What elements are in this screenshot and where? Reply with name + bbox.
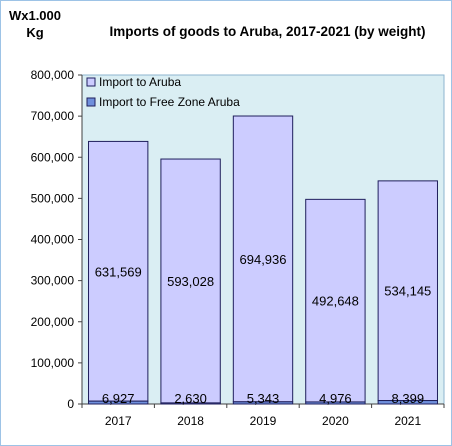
data-label-import-free-zone: 4,976 <box>319 391 352 406</box>
bar-import-aruba <box>377 180 438 402</box>
bar-import-aruba <box>232 115 294 403</box>
x-tick-label: 2018 <box>177 414 204 428</box>
data-label-import-aruba: 631,569 <box>95 264 142 279</box>
bar-import-free-zone <box>305 401 366 405</box>
data-label-import-free-zone: 5,343 <box>247 391 280 406</box>
bar-import-aruba <box>305 198 366 403</box>
y-tick-label: 400,000 <box>31 233 75 247</box>
y-unit-line2: Kg <box>26 25 44 40</box>
data-label-import-aruba: 593,028 <box>167 274 214 289</box>
legend-swatch <box>86 77 96 87</box>
data-label-import-aruba: 694,936 <box>240 252 287 267</box>
y-tick-label: 100,000 <box>31 356 75 370</box>
data-label-import-free-zone: 8,399 <box>392 391 425 406</box>
y-tick-label: 600,000 <box>31 150 75 164</box>
bar-import-aruba <box>160 158 221 404</box>
bar-import-free-zone <box>232 401 294 405</box>
legend-swatch <box>86 97 96 107</box>
x-tick-label: 2017 <box>105 414 132 428</box>
y-tick-label: 200,000 <box>31 315 75 329</box>
data-label-import-free-zone: 6,927 <box>102 391 135 406</box>
x-tick-label: 2021 <box>394 414 421 428</box>
data-label-import-aruba: 492,648 <box>312 294 359 309</box>
x-tick-label: 2019 <box>250 414 277 428</box>
bar-import-free-zone <box>88 400 149 405</box>
data-label-import-aruba: 534,145 <box>384 284 431 299</box>
bar-import-free-zone <box>377 400 438 405</box>
y-tick-label: 300,000 <box>31 274 75 288</box>
y-tick-label: 700,000 <box>31 109 75 123</box>
bar-import-free-zone <box>160 402 221 405</box>
legend-label: Import to Free Zone Aruba <box>99 95 240 109</box>
y-unit-line1: Wx1.000 <box>8 8 62 23</box>
x-tick-label: 2020 <box>322 414 349 428</box>
y-tick-label: 0 <box>67 397 74 411</box>
y-tick-label: 800,000 <box>31 68 75 82</box>
chart-title: Imports of goods to Aruba, 2017-2021 (by… <box>109 24 426 39</box>
y-tick-label: 500,000 <box>31 191 75 205</box>
data-label-import-free-zone: 2,630 <box>174 391 207 406</box>
y-unit-label: Wx1.000 Kg <box>5 7 65 41</box>
legend-label: Import to Aruba <box>99 75 181 89</box>
